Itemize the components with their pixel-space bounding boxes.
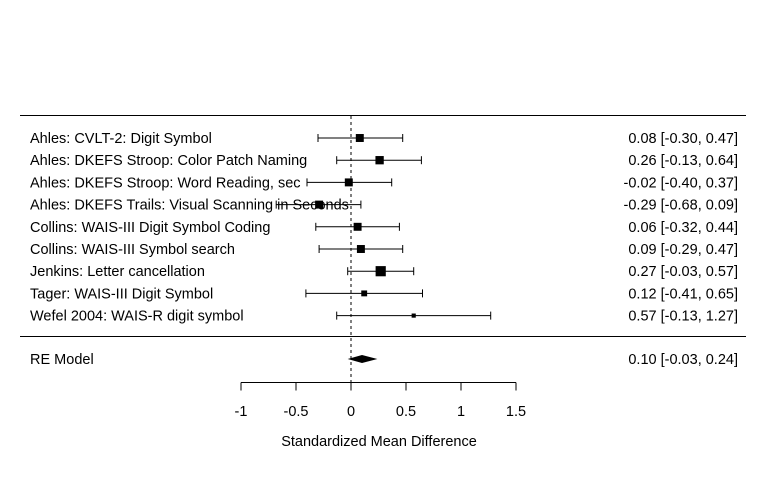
study-label: Tager: WAIS-III Digit Symbol — [30, 286, 213, 302]
ci-text: 0.09 [-0.29, 0.47] — [628, 242, 738, 258]
study-label: Collins: WAIS-III Symbol search — [30, 242, 235, 258]
study-row: Ahles: DKEFS Trails: Visual Scanning in … — [30, 198, 738, 214]
summary-ci-text: 0.10 [-0.03, 0.24] — [628, 352, 738, 368]
ci-text: 0.06 [-0.32, 0.44] — [628, 220, 738, 236]
ci-text: -0.29 [-0.68, 0.09] — [624, 198, 738, 214]
point-estimate-square — [355, 134, 364, 142]
study-row: Collins: WAIS-III Symbol search 0.09 [-0.… — [30, 242, 738, 258]
study-row: Tager: WAIS-III Digit Symbol 0.12 [-0.41,… — [30, 286, 738, 302]
study-rows: Ahles: CVLT-2: Digit Symbol 0.08 [-0.30, … — [30, 131, 738, 325]
ci-text: 0.26 [-0.13, 0.64] — [628, 153, 738, 169]
x-axis-label: Standardized Mean Difference — [281, 434, 477, 450]
point-estimate-square — [375, 156, 384, 165]
x-tick-label: 1 — [457, 404, 465, 420]
study-row: Wefel 2004: WAIS-R digit symbol 0.57 [-0.… — [30, 309, 738, 325]
study-row: Ahles: DKEFS Stroop: Word Reading, sec -0… — [30, 175, 738, 191]
study-label: Ahles: DKEFS Trails: Visual Scanning in … — [30, 198, 349, 214]
ci-text: 0.12 [-0.41, 0.65] — [628, 286, 738, 302]
study-row: Jenkins: Letter cancellation 0.27 [-0.03,… — [30, 264, 738, 280]
study-row: Collins: WAIS-III Digit Symbol Coding 0.0… — [30, 220, 738, 236]
ci-text: -0.02 [-0.40, 0.37] — [624, 175, 738, 191]
ci-text: 0.27 [-0.03, 0.57] — [628, 264, 738, 280]
x-tick-label: 0.5 — [396, 404, 416, 420]
study-label: Wefel 2004: WAIS-R digit symbol — [30, 309, 244, 325]
study-label: Ahles: CVLT-2: Digit Symbol — [30, 131, 212, 147]
point-estimate-square — [411, 313, 416, 318]
point-estimate-square — [353, 222, 362, 231]
study-row: Ahles: DKEFS Stroop: Color Patch Naming 0… — [30, 153, 738, 169]
point-estimate-square — [344, 178, 353, 187]
study-label: Collins: WAIS-III Digit Symbol Coding — [30, 220, 270, 236]
study-label: Jenkins: Letter cancellation — [30, 264, 205, 280]
summary-row: RE Model 0.10 [-0.03, 0.24] — [30, 352, 738, 368]
summary-diamond — [347, 355, 378, 363]
ci-text: 0.08 [-0.30, 0.47] — [628, 131, 738, 147]
point-estimate-square — [375, 266, 386, 277]
x-tick-label: -1 — [235, 404, 248, 420]
study-label: Ahles: DKEFS Stroop: Word Reading, sec — [30, 175, 301, 191]
summary-label: RE Model — [30, 352, 94, 368]
study-row: Ahles: CVLT-2: Digit Symbol 0.08 [-0.30, … — [30, 131, 738, 147]
ci-text: 0.57 [-0.13, 1.27] — [628, 309, 738, 325]
point-estimate-square — [315, 200, 324, 209]
point-estimate-square — [361, 290, 368, 297]
x-tick-label: -0.5 — [284, 404, 309, 420]
study-label: Ahles: DKEFS Stroop: Color Patch Naming — [30, 153, 307, 169]
x-tick-label: 1.5 — [506, 404, 526, 420]
point-estimate-square — [356, 245, 365, 253]
x-axis: -1 -0.5 0 0.5 1 1.5 — [235, 382, 526, 420]
x-tick-label: 0 — [347, 404, 355, 420]
